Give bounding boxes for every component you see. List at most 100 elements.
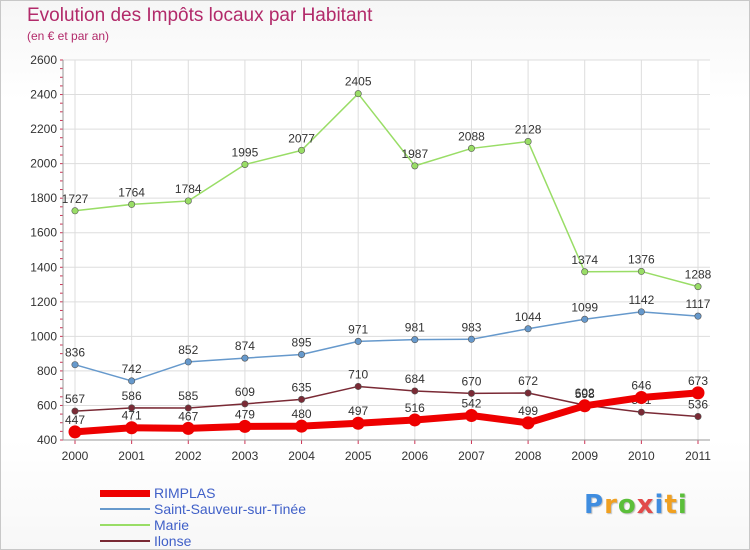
series-marie: 1727 1764 1784 1995 2077 2405 1987 2088 2128 1374… — [62, 75, 712, 291]
data-point — [694, 283, 702, 291]
data-label: 516 — [405, 401, 425, 415]
data-point — [694, 312, 702, 320]
data-point — [521, 416, 535, 430]
data-label: 2077 — [288, 131, 315, 145]
x-tick-label: 2008 — [515, 449, 542, 463]
data-label: 1987 — [401, 147, 428, 161]
x-tick-label: 2002 — [175, 449, 202, 463]
data-label: 447 — [65, 413, 85, 427]
legend-swatch — [100, 508, 150, 510]
data-point — [354, 90, 362, 98]
data-label: 1044 — [515, 310, 542, 324]
data-point — [184, 197, 192, 205]
data-label: 497 — [348, 404, 368, 418]
data-label: 2405 — [345, 75, 372, 89]
data-point — [694, 413, 702, 421]
data-point — [71, 407, 79, 415]
x-tick-label: 2005 — [345, 449, 372, 463]
data-point — [411, 387, 419, 395]
data-label: 1376 — [628, 252, 655, 266]
data-point — [128, 200, 136, 208]
y-tick-label: 400 — [37, 433, 57, 447]
series-line — [74, 311, 699, 382]
data-point — [464, 408, 478, 422]
data-label: 983 — [461, 320, 481, 334]
data-label: 598 — [575, 387, 595, 401]
legend-label: RIMPLAS — [154, 485, 216, 501]
data-point — [524, 325, 532, 333]
x-tick-label: 2001 — [118, 449, 145, 463]
data-label: 981 — [405, 321, 425, 335]
data-point — [295, 419, 309, 433]
y-tick-label: 1200 — [30, 295, 57, 309]
proxiti-logo: Proxiti — [584, 490, 688, 520]
data-label: 971 — [348, 322, 368, 336]
data-label: 672 — [518, 374, 538, 388]
plot-area — [63, 60, 710, 440]
data-label: 467 — [178, 409, 198, 423]
data-label: 710 — [348, 367, 368, 381]
data-point — [581, 315, 589, 323]
y-tick-label: 2000 — [30, 157, 57, 171]
legend-label: Ilonse — [154, 533, 192, 549]
chart-title: Evolution des Impôts locaux par Habitant — [27, 5, 373, 26]
data-point — [125, 421, 139, 435]
x-tick-label: 2003 — [232, 449, 259, 463]
data-point — [241, 161, 249, 169]
data-label: 602 — [575, 386, 595, 400]
data-point — [467, 335, 475, 343]
data-point — [637, 267, 645, 275]
x-tick-label: 2007 — [458, 449, 485, 463]
data-point — [128, 404, 136, 412]
data-point — [128, 377, 136, 385]
data-point — [578, 399, 592, 413]
data-label: 585 — [178, 389, 198, 403]
data-point — [68, 425, 82, 439]
data-label: 479 — [235, 407, 255, 421]
data-point — [241, 354, 249, 362]
legend-swatch — [100, 540, 150, 542]
data-label: 874 — [235, 339, 255, 353]
x-tick-label: 2009 — [571, 449, 598, 463]
y-tick-label: 1000 — [30, 329, 57, 343]
data-point — [691, 386, 705, 400]
data-label: 852 — [178, 343, 198, 357]
data-label: 1288 — [685, 268, 712, 282]
data-point — [71, 207, 79, 215]
y-tick-label: 600 — [37, 398, 57, 412]
y-tick-label: 2600 — [30, 53, 57, 67]
data-point — [298, 350, 306, 358]
data-label: 635 — [292, 380, 312, 394]
y-tick-label: 2200 — [30, 122, 57, 136]
data-label: 646 — [631, 379, 651, 393]
data-point — [71, 361, 79, 369]
x-tick-label: 2006 — [401, 449, 428, 463]
data-point — [634, 391, 648, 405]
data-label: 609 — [235, 385, 255, 399]
data-label: 673 — [688, 374, 708, 388]
data-label: 2088 — [458, 129, 485, 143]
data-point — [467, 389, 475, 397]
y-tick-label: 1400 — [30, 260, 57, 274]
data-label: 567 — [65, 392, 85, 406]
legend-label: Saint-Sauveur-sur-Tinée — [154, 501, 306, 517]
data-point — [637, 308, 645, 316]
data-point — [524, 389, 532, 397]
y-tick-label: 1600 — [30, 226, 57, 240]
data-point — [351, 416, 365, 430]
data-label: 836 — [65, 346, 85, 360]
legend-swatch — [100, 489, 150, 497]
data-point — [354, 337, 362, 345]
data-label: 1117 — [686, 297, 711, 311]
data-point — [181, 421, 195, 435]
data-point — [184, 358, 192, 366]
data-point — [581, 268, 589, 276]
x-tick-label: 2000 — [62, 449, 89, 463]
series-line — [74, 92, 699, 288]
data-point — [411, 336, 419, 344]
data-label: 1784 — [175, 182, 202, 196]
data-label: 742 — [122, 362, 142, 376]
x-tick-label: 2010 — [628, 449, 655, 463]
data-point — [467, 144, 475, 152]
